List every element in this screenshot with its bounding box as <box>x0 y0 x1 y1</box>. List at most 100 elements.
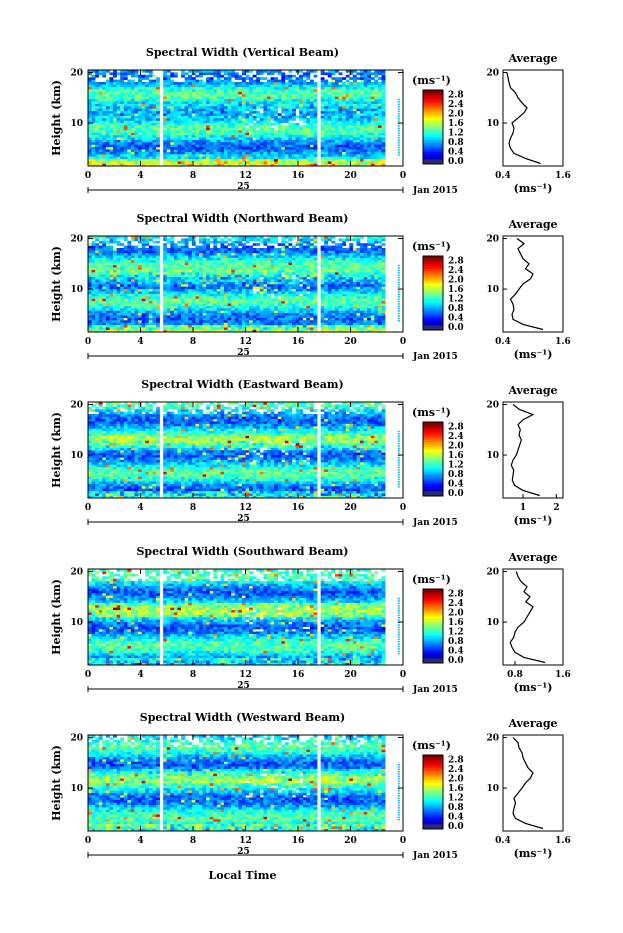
x-tick-label: 4 <box>137 836 143 846</box>
colorbar-tick-label: 2.4 <box>448 266 464 276</box>
colorbar-tick-label: 1.2 <box>448 295 464 305</box>
date-label: Jan 2015 <box>412 352 458 362</box>
x-tick-label: 8 <box>190 836 196 846</box>
panel-title: Spectral Width (Westward Beam) <box>140 711 345 724</box>
x-axis-label: Local Time <box>209 869 277 882</box>
x-tick-label: 16 <box>292 337 305 347</box>
panel-3: Spectral Width (Eastward Beam)1020Height… <box>50 378 563 528</box>
x-tick-label: 0 <box>85 836 91 846</box>
average-title: Average <box>507 52 557 65</box>
x-tick-label: 16 <box>292 171 305 181</box>
average-line <box>513 738 543 829</box>
avg-x-tick-label: 1.6 <box>555 836 571 846</box>
colorbar-unit: (ms⁻¹) <box>412 240 451 253</box>
average-title: Average <box>507 384 557 397</box>
colorbar-tick-label: 0.0 <box>448 489 464 499</box>
x-tick-label: 0 <box>85 670 91 680</box>
avg-x-tick-label: 1.6 <box>555 171 571 181</box>
x-tick-label: 0 <box>85 503 91 513</box>
x-tick-label: 20 <box>344 836 357 846</box>
heatmap-cells <box>88 236 400 332</box>
day-label: 25 <box>237 847 250 857</box>
panel-4: Spectral Width (Southward Beam)1020Heigh… <box>50 545 571 695</box>
panel-title: Spectral Width (Southward Beam) <box>136 545 348 558</box>
colorbar-tick-label: 0.0 <box>448 157 464 167</box>
colorbar <box>423 755 443 829</box>
day-label: 25 <box>237 182 250 192</box>
avg-y-tick-label: 20 <box>486 69 499 79</box>
colorbar-unit: (ms⁻¹) <box>412 74 451 87</box>
panel-1: Spectral Width (Vertical Beam)1020Height… <box>50 46 571 196</box>
x-tick-label: 12 <box>239 503 252 513</box>
y-tick-label: 10 <box>70 285 83 295</box>
y-tick-label: 10 <box>70 784 83 794</box>
colorbar-tick-label: 2.4 <box>448 432 464 442</box>
colorbar-tick-label: 0.8 <box>448 803 464 813</box>
colorbar-tick-label: 1.2 <box>448 794 464 804</box>
y-tick-label: 20 <box>70 568 83 578</box>
colorbar-tick-label: 1.2 <box>448 461 464 471</box>
date-label: Jan 2015 <box>412 851 458 861</box>
panel-title: Spectral Width (Vertical Beam) <box>146 46 339 59</box>
colorbar-tick-label: 0.0 <box>448 323 464 333</box>
x-tick-label: 20 <box>344 171 357 181</box>
colorbar-tick-label: 2.4 <box>448 100 464 110</box>
colorbar-tick-label: 2.4 <box>448 599 464 609</box>
panel-title: Spectral Width (Northward Beam) <box>137 212 349 225</box>
x-tick-label: 20 <box>344 337 357 347</box>
colorbar-tick-label: 0.4 <box>448 148 464 158</box>
x-tick-label: 8 <box>190 337 196 347</box>
colorbar-tick-label: 0.8 <box>448 304 464 314</box>
colorbar-tick-label: 2.0 <box>448 276 464 286</box>
avg-y-tick-label: 20 <box>486 401 499 411</box>
x-tick-label: 12 <box>239 670 252 680</box>
x-tick-label: 0 <box>400 503 406 513</box>
y-tick-label: 20 <box>70 401 83 411</box>
y-tick-label: 10 <box>70 119 83 129</box>
colorbar <box>423 589 443 663</box>
avg-y-tick-label: 10 <box>486 119 499 129</box>
average-frame <box>503 236 563 332</box>
y-tick-label: 20 <box>70 734 83 744</box>
x-tick-label: 0 <box>400 836 406 846</box>
x-tick-label: 0 <box>400 670 406 680</box>
average-frame <box>503 70 563 166</box>
average-x-label: (ms⁻¹) <box>514 681 553 694</box>
colorbar-tick-label: 0.4 <box>448 314 464 324</box>
y-axis-label: Height (km) <box>50 246 63 322</box>
average-title: Average <box>507 717 557 730</box>
avg-x-tick-label: 1.6 <box>555 337 571 347</box>
avg-y-tick-label: 10 <box>486 285 499 295</box>
colorbar-tick-label: 2.4 <box>448 765 464 775</box>
colorbar-tick-label: 0.0 <box>448 822 464 832</box>
colorbar-tick-label: 1.2 <box>448 129 464 139</box>
average-frame <box>503 735 563 831</box>
y-axis-label: Height (km) <box>50 745 63 821</box>
avg-x-tick-label: 0.8 <box>507 670 523 680</box>
x-tick-label: 0 <box>400 337 406 347</box>
x-tick-label: 0 <box>400 171 406 181</box>
x-tick-label: 4 <box>137 503 143 513</box>
colorbar <box>423 422 443 496</box>
x-tick-label: 20 <box>344 503 357 513</box>
avg-x-tick-label: 1.6 <box>555 670 571 680</box>
average-frame <box>503 569 563 665</box>
avg-y-tick-label: 20 <box>486 734 499 744</box>
day-label: 25 <box>237 514 250 524</box>
colorbar-tick-label: 2.8 <box>448 257 464 267</box>
avg-y-tick-label: 20 <box>486 568 499 578</box>
colorbar-tick-label: 0.0 <box>448 656 464 666</box>
colorbar-tick-label: 1.6 <box>448 451 464 461</box>
panel-5: Spectral Width (Westward Beam) 10 20 Height… <box>50 711 571 861</box>
x-tick-label: 0 <box>85 171 91 181</box>
panel-2: Spectral Width (Northward Beam) 10 20 Heigh… <box>50 212 571 362</box>
date-label: Jan 2015 <box>412 518 458 528</box>
colorbar-tick-label: 0.4 <box>448 813 464 823</box>
avg-x-tick-label: 0.4 <box>495 836 511 846</box>
average-line <box>511 239 544 330</box>
average-line <box>507 73 541 164</box>
colorbar <box>423 90 443 164</box>
